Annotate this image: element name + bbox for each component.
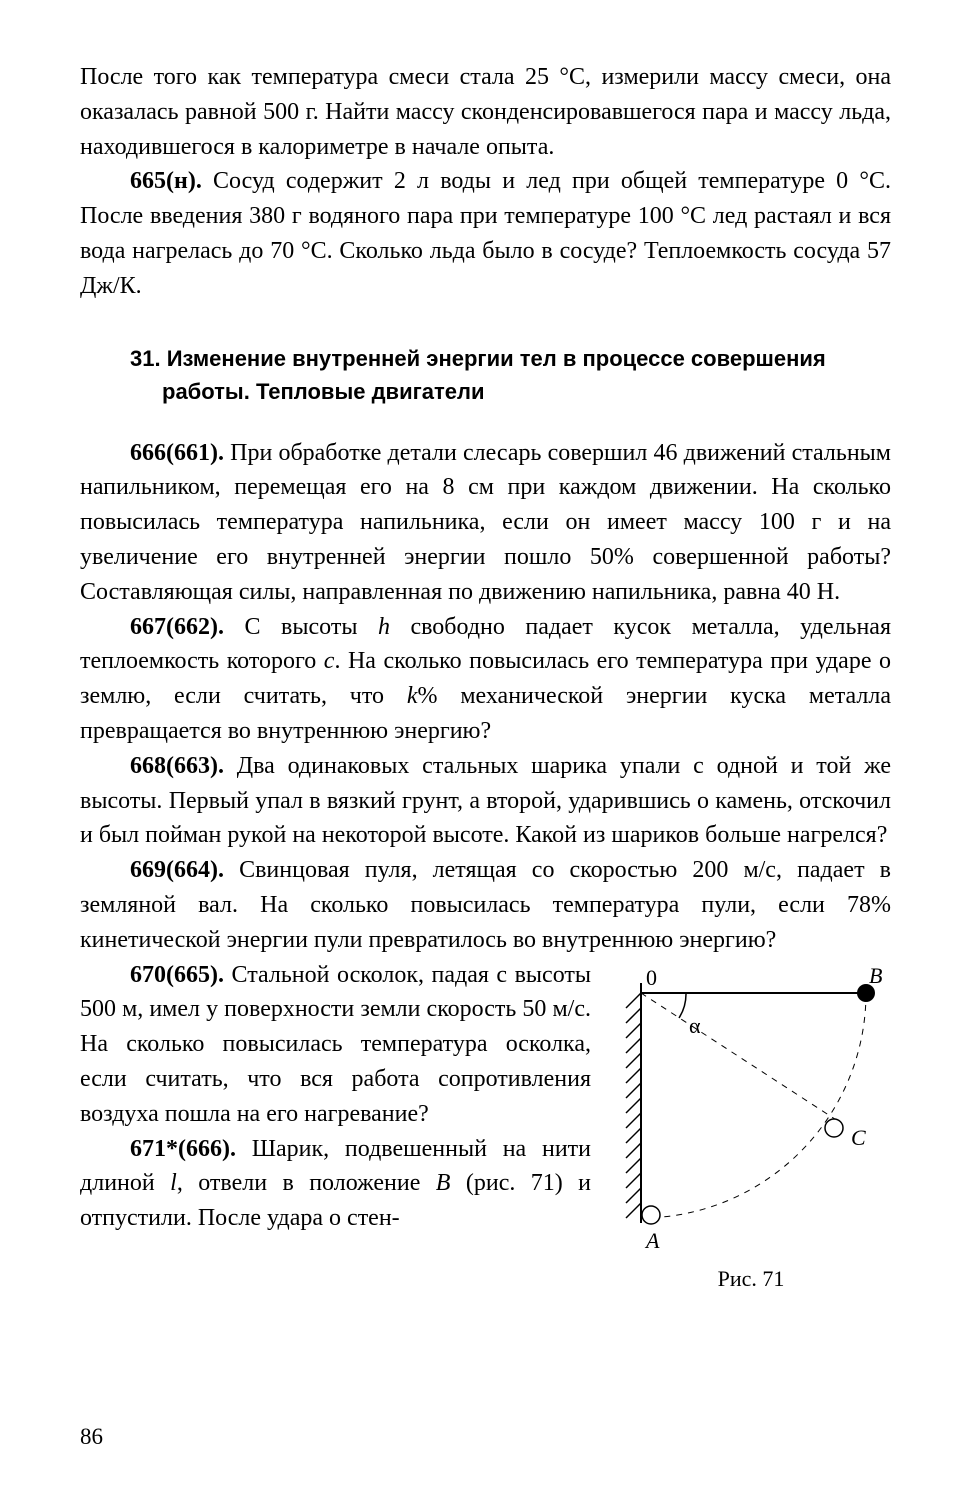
figure-71: 0 B C A α Рис. 71: [611, 963, 891, 1292]
problem-number: 671*(666).: [130, 1136, 236, 1162]
problem-666: 666(661). При обработке детали слесарь с…: [80, 436, 891, 610]
label-alpha: α: [689, 1013, 701, 1038]
problem-number: 668(663).: [130, 753, 224, 779]
var-l: l: [170, 1170, 177, 1196]
ball-c: [825, 1119, 843, 1137]
page-content: После того как температура смеси стала 2…: [80, 60, 891, 1292]
problem-text-a: С высоты: [224, 614, 378, 640]
var-c: c: [324, 648, 335, 674]
section-heading: 31. Изменение внутренней энергии тел в п…: [112, 342, 891, 408]
problem-number: 669(664).: [130, 857, 224, 883]
angle-arc: [679, 993, 686, 1018]
figure-caption: Рис. 71: [611, 1266, 891, 1292]
problem-number: 666(661).: [130, 440, 224, 466]
problem-number: 665(н).: [130, 168, 202, 194]
problem-668: 668(663). Два одинаковых стальных шарика…: [80, 749, 891, 853]
problem-667: 667(662). С высоты h свободно падает кус…: [80, 610, 891, 749]
page-number: 86: [80, 1424, 103, 1450]
figure-svg: 0 B C A α: [611, 963, 891, 1253]
var-h: h: [378, 614, 390, 640]
label-o: 0: [646, 965, 657, 990]
label-c: C: [851, 1125, 866, 1150]
arc-bca: [641, 993, 866, 1218]
var-k: k: [407, 683, 418, 709]
label-b: B: [869, 963, 882, 988]
wall-hatching: [626, 983, 641, 1223]
problem-number: 670(665).: [130, 962, 224, 988]
line-oc-dash: [641, 993, 841, 1123]
problem-text-b: , отвели в положение: [177, 1170, 436, 1196]
problem-number: 667(662).: [130, 614, 224, 640]
ball-a: [642, 1206, 660, 1224]
problem-text: Сосуд содержит 2 л воды и лед при общей …: [80, 168, 891, 298]
wrapped-text-block: 669(664). Свинцовая пуля, летящая со ско…: [80, 853, 891, 1291]
label-a: A: [644, 1228, 660, 1253]
problem-665: 665(н). Сосуд содержит 2 л воды и лед пр…: [80, 164, 891, 303]
var-B: B: [436, 1170, 451, 1196]
intro-paragraph: После того как температура смеси стала 2…: [80, 60, 891, 164]
problem-669-line1: 669(664). Свинцовая пуля, летящая со ско…: [80, 853, 891, 957]
